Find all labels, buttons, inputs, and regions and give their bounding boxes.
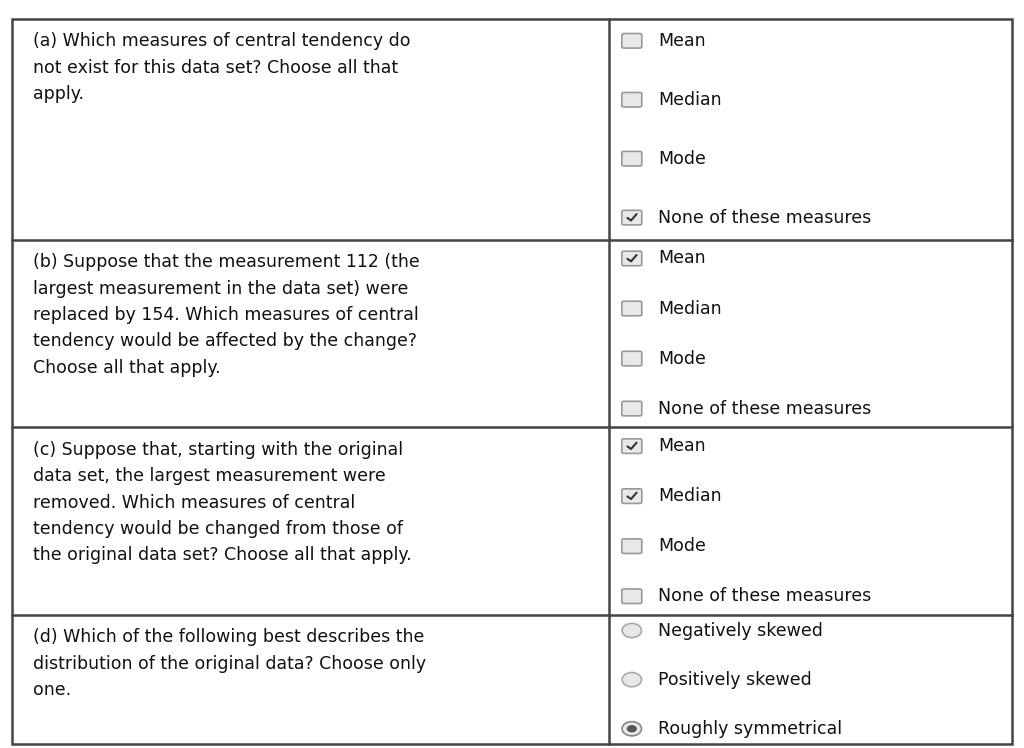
FancyBboxPatch shape	[622, 34, 642, 48]
FancyBboxPatch shape	[622, 210, 642, 225]
FancyBboxPatch shape	[622, 301, 642, 316]
FancyBboxPatch shape	[12, 19, 1012, 744]
Text: Mode: Mode	[658, 150, 707, 168]
Text: Positively skewed: Positively skewed	[658, 671, 812, 689]
Text: Roughly symmetrical: Roughly symmetrical	[658, 720, 843, 738]
Text: Mean: Mean	[658, 437, 707, 455]
Circle shape	[627, 725, 637, 732]
FancyBboxPatch shape	[622, 151, 642, 166]
Text: Mean: Mean	[658, 250, 707, 268]
Text: None of these measures: None of these measures	[658, 587, 871, 605]
Circle shape	[622, 722, 641, 736]
Text: Mean: Mean	[658, 32, 707, 50]
Text: Negatively skewed: Negatively skewed	[658, 622, 823, 640]
Text: (b) Suppose that the measurement 112 (the
largest measurement in the data set) w: (b) Suppose that the measurement 112 (th…	[33, 253, 420, 377]
FancyBboxPatch shape	[622, 489, 642, 503]
Text: Mode: Mode	[658, 349, 707, 367]
FancyBboxPatch shape	[622, 589, 642, 604]
Text: Median: Median	[658, 487, 722, 505]
Text: Median: Median	[658, 299, 722, 317]
Text: Mode: Mode	[658, 537, 707, 555]
FancyBboxPatch shape	[622, 401, 642, 416]
Text: None of these measures: None of these measures	[658, 399, 871, 417]
Text: None of these measures: None of these measures	[658, 209, 871, 227]
Text: (d) Which of the following best describes the
distribution of the original data?: (d) Which of the following best describe…	[33, 628, 426, 699]
Text: (a) Which measures of central tendency do
not exist for this data set? Choose al: (a) Which measures of central tendency d…	[33, 32, 411, 103]
FancyBboxPatch shape	[622, 93, 642, 107]
FancyBboxPatch shape	[622, 352, 642, 366]
FancyBboxPatch shape	[622, 439, 642, 453]
Circle shape	[622, 623, 641, 637]
Circle shape	[622, 672, 641, 687]
FancyBboxPatch shape	[622, 251, 642, 266]
Text: Median: Median	[658, 91, 722, 108]
Text: (c) Suppose that, starting with the original
data set, the largest measurement w: (c) Suppose that, starting with the orig…	[33, 441, 412, 565]
FancyBboxPatch shape	[622, 539, 642, 554]
